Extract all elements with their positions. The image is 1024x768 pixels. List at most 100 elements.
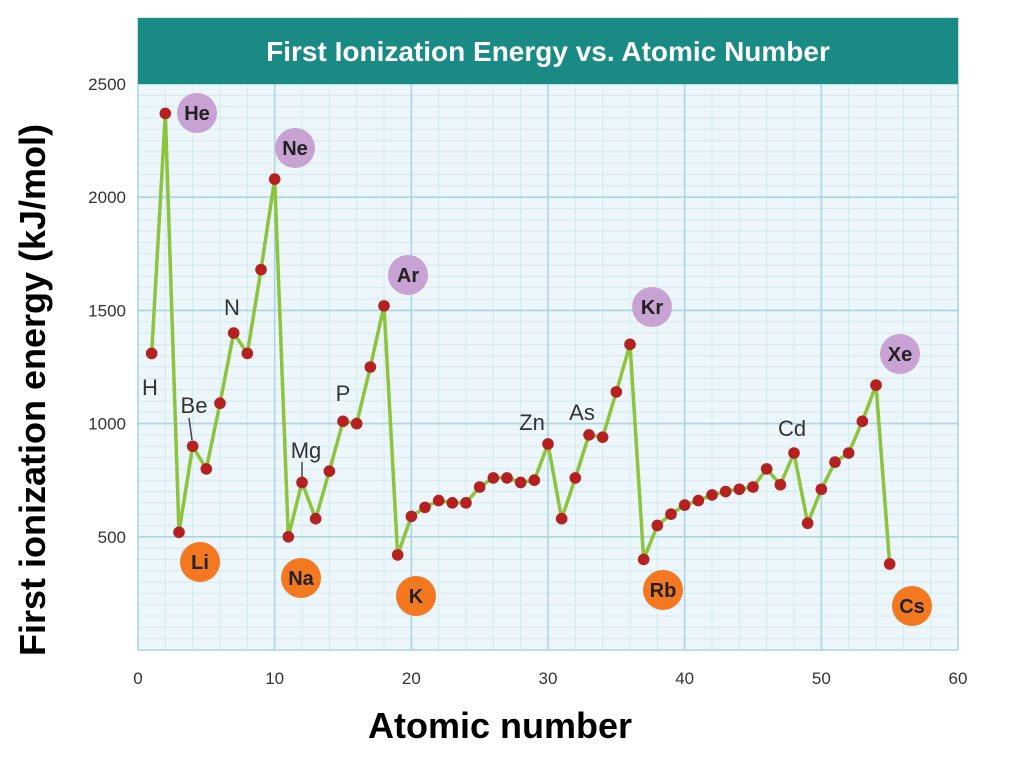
data-point <box>801 517 814 530</box>
data-point <box>665 508 677 520</box>
data-point <box>501 472 513 484</box>
data-point <box>255 263 267 276</box>
data-point <box>214 397 226 410</box>
x-tick-label: 20 <box>402 669 421 688</box>
data-point <box>829 456 841 468</box>
element-label-xe-badge <box>880 334 920 374</box>
data-point <box>282 531 295 543</box>
data-point <box>774 478 787 491</box>
chart-title: First Ionization Energy vs. Atomic Numbe… <box>266 36 830 67</box>
x-tick-label: 40 <box>675 669 694 688</box>
element-label-na-badge <box>281 558 321 598</box>
x-tick-label: 60 <box>949 669 968 688</box>
data-point <box>870 379 882 391</box>
data-point <box>788 447 800 459</box>
data-point <box>528 474 541 487</box>
element-label-he-badge <box>177 93 217 133</box>
data-point <box>186 440 199 453</box>
data-point <box>145 347 158 360</box>
data-point <box>473 481 486 493</box>
x-tick-labels: 0 10 20 30 40 50 60 <box>133 669 967 688</box>
element-label-n: N <box>224 295 240 320</box>
title-bar <box>138 18 958 84</box>
element-label-na: Na <box>288 568 314 590</box>
element-label-xe: Xe <box>888 344 912 366</box>
x-tick-label: 30 <box>539 669 558 688</box>
data-point <box>514 476 527 489</box>
data-point <box>419 501 431 514</box>
element-label-h: H <box>142 375 158 400</box>
element-label-be: Be <box>181 393 208 418</box>
data-point <box>583 429 595 441</box>
element-label-he: He <box>184 103 210 125</box>
x-tick-label: 10 <box>265 669 284 688</box>
element-label-kr: Kr <box>641 297 663 319</box>
data-point <box>842 447 855 459</box>
data-point <box>719 485 732 498</box>
data-point <box>883 558 896 570</box>
y-axis-label: First ionization energy (kJ/mol) <box>12 123 54 657</box>
element-label-as: As <box>569 400 595 425</box>
data-point <box>624 338 636 351</box>
data-point <box>432 494 445 507</box>
element-label-li: Li <box>191 552 209 574</box>
data-point <box>610 386 623 398</box>
data-point <box>268 173 281 185</box>
y-tick-label: 2500 <box>88 75 126 94</box>
data-point <box>678 499 691 511</box>
x-tick-label: 0 <box>133 669 142 688</box>
data-point <box>637 553 650 566</box>
data-point <box>391 549 404 561</box>
element-label-rb: Rb <box>650 580 677 602</box>
data-point <box>405 510 418 523</box>
data-points <box>145 107 896 570</box>
data-point <box>200 463 213 475</box>
element-label-p: P <box>336 381 351 406</box>
data-point <box>460 497 472 509</box>
data-point <box>350 417 363 430</box>
element-label-ne-badge <box>275 128 315 168</box>
element-labels: He Ne Ar Kr Xe Li Na K Rb Cs H Be N Mg P Zn As Cd <box>142 93 932 626</box>
element-label-li-badge <box>180 542 220 582</box>
element-label-cd: Cd <box>778 416 806 441</box>
data-point <box>241 347 254 360</box>
data-point <box>760 463 773 475</box>
element-label-k-badge <box>396 576 436 616</box>
data-point <box>159 107 172 120</box>
element-label-zn: Zn <box>519 410 545 435</box>
x-tick-label: 50 <box>812 669 831 688</box>
data-point <box>364 361 377 373</box>
y-axis-label-container: First ionization energy (kJ/mol) <box>10 95 56 685</box>
y-tick-label: 1500 <box>88 301 126 320</box>
element-label-ar-badge <box>388 255 428 295</box>
element-label-cs-badge <box>892 586 932 626</box>
element-label-kr-badge <box>632 287 672 327</box>
data-point <box>173 526 185 539</box>
data-point <box>733 483 746 496</box>
data-point <box>692 494 705 507</box>
data-point <box>815 483 828 496</box>
element-label-mg: Mg <box>291 438 322 463</box>
element-label-k: K <box>409 586 424 608</box>
data-point <box>596 431 609 443</box>
data-point <box>651 519 664 532</box>
element-label-ar: Ar <box>397 265 419 287</box>
y-tick-label: 500 <box>98 528 126 547</box>
data-point <box>296 476 308 489</box>
data-point <box>309 512 322 525</box>
data-point <box>706 489 718 501</box>
data-point <box>227 327 240 339</box>
data-point <box>378 300 390 312</box>
x-axis-label: Atomic number <box>367 705 633 746</box>
element-label-cs: Cs <box>899 596 925 618</box>
data-point <box>542 438 554 450</box>
y-tick-label: 1000 <box>88 415 126 434</box>
element-label-ne: Ne <box>282 138 308 160</box>
data-point <box>323 465 336 477</box>
data-point <box>569 472 582 484</box>
y-tick-labels: 500 1000 1500 2000 2500 <box>88 75 126 547</box>
data-point <box>487 472 500 484</box>
data-point <box>337 415 349 428</box>
data-point <box>856 415 869 428</box>
